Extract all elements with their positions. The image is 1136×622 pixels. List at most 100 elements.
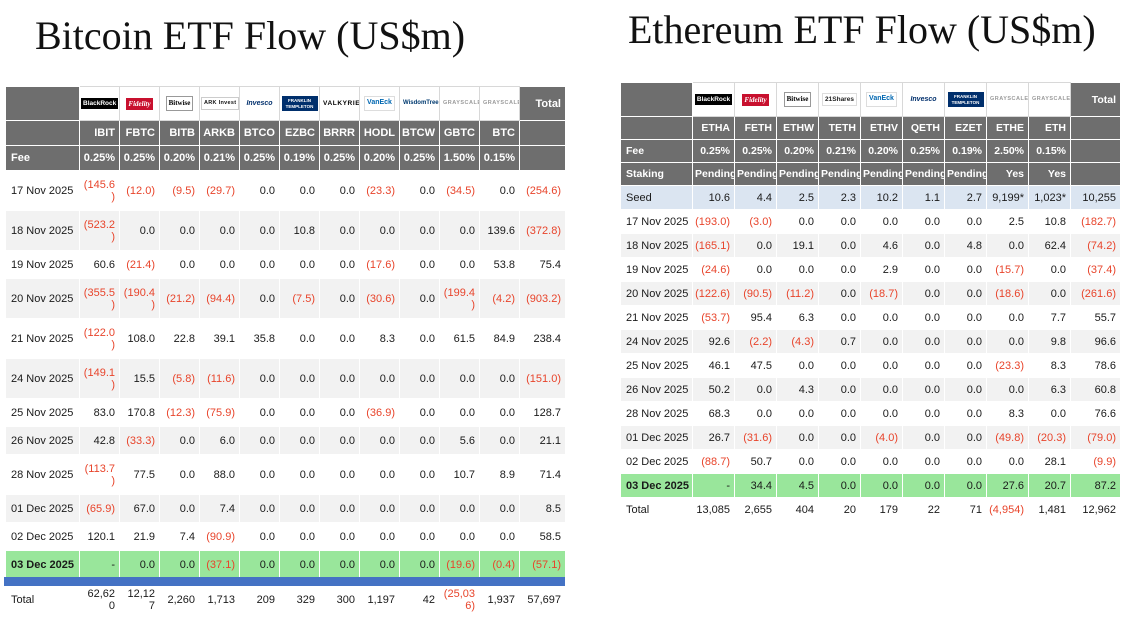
- date-cell: 17 Nov 2025: [5, 170, 80, 211]
- total-col-spacer: [1070, 162, 1121, 186]
- bitcoin-row-24-nov-2025: 24 Nov 2025 (149.1) 15.5 (5.8) (11.6) 0.0 0.0 0…: [5, 358, 566, 399]
- fee-cell: 0.15%: [1028, 139, 1071, 163]
- value-cell: 8.9: [479, 454, 520, 495]
- date-cell: 21 Nov 2025: [5, 318, 80, 359]
- value-cell: 27.6: [986, 473, 1029, 498]
- staking-cell: Pending: [692, 162, 735, 186]
- value-cell: (122.6): [692, 281, 735, 306]
- value-cell: -: [79, 550, 120, 579]
- value-cell: 19.1: [776, 233, 819, 258]
- row-total-cell: 96.6: [1070, 329, 1121, 354]
- value-cell: 0.0: [239, 170, 280, 211]
- value-cell: 28.1: [1028, 449, 1071, 474]
- value-cell: 0.0: [734, 377, 777, 402]
- fee-cell: 0.19%: [279, 145, 320, 171]
- grand-total-cell: 179: [860, 497, 903, 522]
- date-cell: 26 Nov 2025: [5, 426, 80, 455]
- value-cell: 2.5: [986, 209, 1029, 234]
- value-cell: 0.0: [279, 550, 320, 579]
- value-cell: 0.0: [199, 210, 240, 251]
- value-cell: 0.0: [239, 494, 280, 523]
- value-cell: 0.0: [319, 250, 360, 279]
- value-cell: 0.0: [399, 210, 440, 251]
- value-cell: (33.3): [119, 426, 160, 455]
- franklin-logo: FRANKLIN TEMPLETON: [947, 92, 984, 107]
- value-cell: 0.0: [818, 281, 861, 306]
- row-total-cell: 78.6: [1070, 353, 1121, 378]
- value-cell: 0.0: [944, 473, 987, 498]
- value-cell: 0.0: [944, 209, 987, 234]
- value-cell: 0.0: [359, 454, 400, 495]
- value-cell: (113.7): [79, 454, 120, 495]
- value-cell: 0.0: [902, 401, 945, 426]
- row-total-cell: 128.7: [519, 398, 566, 427]
- value-cell: 0.0: [860, 305, 903, 330]
- value-cell: 95.4: [734, 305, 777, 330]
- grand-total-cell: 13,085: [692, 497, 735, 522]
- grayscale-logo-cell: GRAYSCALE: [986, 82, 1029, 117]
- value-cell: 0.0: [860, 473, 903, 498]
- ticker-header: ETHE: [986, 116, 1029, 140]
- row-total-cell: 58.5: [519, 522, 566, 551]
- value-cell: 0.0: [1028, 281, 1071, 306]
- value-cell: 0.0: [818, 425, 861, 450]
- value-cell: 0.0: [119, 550, 160, 579]
- ethereum-row-01-dec-2025: 01 Dec 2025 26.7 (31.6) 0.0 0.0 (4.0) 0.0 0.0 (4…: [620, 425, 1121, 450]
- fidelity-logo: Fidelity: [742, 93, 769, 106]
- staking-row-label: Staking: [620, 162, 693, 186]
- valkyrie-logo-cell: VALKYRIE: [319, 86, 360, 121]
- fidelity-logo-cell: Fidelity: [734, 82, 777, 117]
- total-col-spacer: [1070, 139, 1121, 163]
- value-cell: 53.8: [479, 250, 520, 279]
- date-cell: 01 Dec 2025: [5, 494, 80, 523]
- bitcoin-row-25-nov-2025: 25 Nov 2025 83.0 170.8 (12.3) (75.9) 0.0 0.0 0.…: [5, 398, 566, 427]
- grand-total-cell: (4,954): [986, 497, 1029, 522]
- date-cell: 19 Nov 2025: [5, 250, 80, 279]
- row-total-cell: 10,255: [1070, 185, 1121, 210]
- value-cell: (23.3): [359, 170, 400, 211]
- value-cell: 0.0: [860, 401, 903, 426]
- bitcoin-row-20-nov-2025: 20 Nov 2025 (355.5) (190.4) (21.2) (94.4) 0.0…: [5, 278, 566, 319]
- ethereum-row-24-nov-2025: 24 Nov 2025 92.6 (2.2) (4.3) 0.7 0.0 0.0 0.0 0.0…: [620, 329, 1121, 354]
- grayscale-logo: GRAYSCALE: [483, 100, 520, 107]
- value-cell: 0.0: [319, 550, 360, 579]
- value-cell: (149.1): [79, 358, 120, 399]
- franklin-logo: FRANKLIN TEMPLETON: [281, 96, 318, 111]
- value-cell: 4.6: [860, 233, 903, 258]
- value-cell: 0.0: [818, 353, 861, 378]
- value-cell: 0.0: [359, 494, 400, 523]
- value-cell: 0.0: [944, 305, 987, 330]
- total-column-header: Total: [1070, 82, 1121, 117]
- value-cell: 68.3: [692, 401, 735, 426]
- value-cell: (34.5): [439, 170, 480, 211]
- value-cell: 22.8: [159, 318, 200, 359]
- value-cell: 21.9: [119, 522, 160, 551]
- value-cell: (21.2): [159, 278, 200, 319]
- value-cell: 0.0: [279, 426, 320, 455]
- wisdomtree-logo: WisdomTree: [403, 100, 439, 107]
- value-cell: 0.0: [944, 449, 987, 474]
- value-cell: 35.8: [239, 318, 280, 359]
- value-cell: (145.6): [79, 170, 120, 211]
- fee-cell: 0.20%: [159, 145, 200, 171]
- wisdomtree-logo-cell: WisdomTree: [399, 86, 440, 121]
- value-cell: 7.7: [1028, 305, 1071, 330]
- bitcoin-row-02-dec-2025: 02 Dec 2025 120.1 21.9 7.4 (90.9) 0.0 0.0 0.0 0.…: [5, 522, 566, 551]
- value-cell: 0.0: [399, 358, 440, 399]
- blackrock-logo-cell: BlackRock: [79, 86, 120, 121]
- value-cell: (49.8): [986, 425, 1029, 450]
- value-cell: 77.5: [119, 454, 160, 495]
- date-cell: 21 Nov 2025: [620, 305, 693, 330]
- date-cell: 19 Nov 2025: [620, 257, 693, 282]
- value-cell: (5.8): [159, 358, 200, 399]
- fee-cell: 0.25%: [692, 139, 735, 163]
- value-cell: 0.0: [319, 318, 360, 359]
- bitwise-logo: Bitwise: [783, 92, 812, 107]
- value-cell: 10.8: [279, 210, 320, 251]
- row-total-cell: (74.2): [1070, 233, 1121, 258]
- row-total-cell: (254.6): [519, 170, 566, 211]
- date-cell: 18 Nov 2025: [620, 233, 693, 258]
- value-cell: (21.4): [119, 250, 160, 279]
- bitcoin-etf-table: BlackRock Fidelity Bitwise ARK Invest Invesc…: [5, 86, 566, 622]
- value-cell: 0.0: [159, 550, 200, 579]
